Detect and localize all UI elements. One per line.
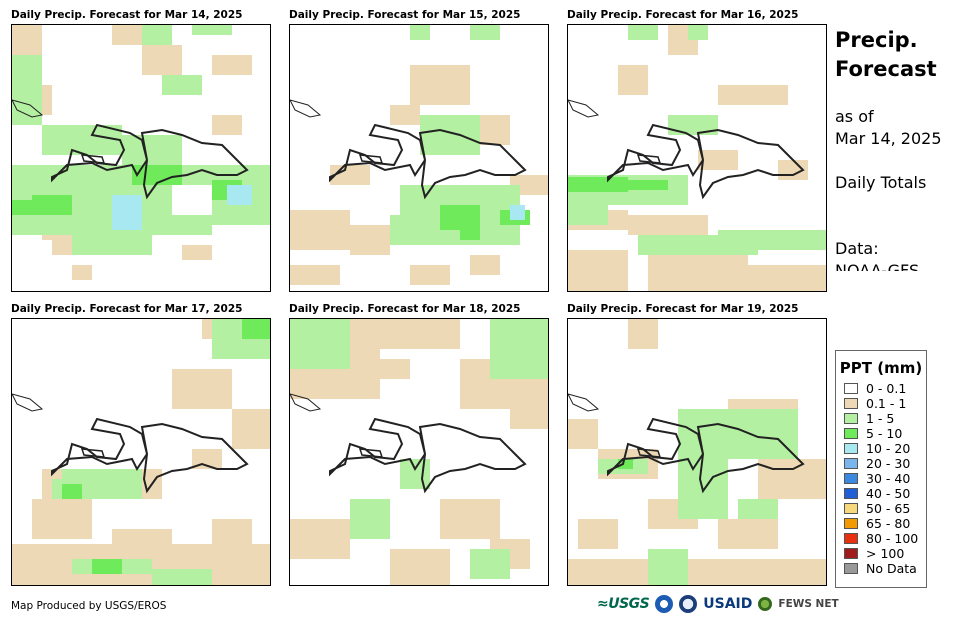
noaa-seal-icon <box>655 595 674 613</box>
legend-swatch <box>844 428 858 439</box>
side-title-line1: Precip. <box>835 28 918 52</box>
totals-label: Daily Totals <box>835 173 927 192</box>
side-title-line2: Forecast <box>835 57 937 81</box>
fews-net-logo: FEWS NET <box>778 598 839 610</box>
panel-title-5: Daily Precip. Forecast for Mar 18, 2025 <box>289 303 521 315</box>
legend-label: > 100 <box>866 546 905 561</box>
legend-label: 65 - 80 <box>866 516 911 531</box>
legend-item: 5 - 10 <box>836 426 926 441</box>
partner-logos: ≈USGS USAID FEWS NET <box>597 595 839 613</box>
legend-label: 0.1 - 1 <box>866 396 907 411</box>
legend-item: > 100 <box>836 546 926 561</box>
legend-swatch <box>844 533 858 544</box>
legend-label: 10 - 20 <box>866 441 911 456</box>
panel-title-1: Daily Precip. Forecast for Mar 14, 2025 <box>11 9 243 21</box>
legend-swatch <box>844 458 858 469</box>
map-credit: Map Produced by USGS/EROS <box>11 600 167 612</box>
legend-label: 0 - 0.1 <box>866 381 907 396</box>
legend-item: 10 - 20 <box>836 441 926 456</box>
map-graphic <box>290 319 548 585</box>
legend-item: 40 - 50 <box>836 486 926 501</box>
legend-swatch <box>844 488 858 499</box>
side-info: Precip. Forecast as of Mar 14, 2025 Dail… <box>835 26 965 271</box>
legend-swatch <box>844 503 858 514</box>
legend-item: 20 - 30 <box>836 456 926 471</box>
panel-title-4: Daily Precip. Forecast for Mar 17, 2025 <box>11 303 243 315</box>
as-of-date: Mar 14, 2025 <box>835 129 942 148</box>
legend-swatch <box>844 473 858 484</box>
map-graphic <box>12 25 270 291</box>
legend-item: 80 - 100 <box>836 531 926 546</box>
legend-title: PPT (mm) <box>839 359 923 377</box>
forecast-map-mar14 <box>11 24 271 292</box>
legend-label: 50 - 65 <box>866 501 911 516</box>
forecast-map-mar16 <box>567 24 827 292</box>
legend-item: 0 - 0.1 <box>836 381 926 396</box>
legend-item: No Data <box>836 561 926 576</box>
map-graphic <box>568 25 826 291</box>
legend-swatch <box>844 548 858 559</box>
legend-label: 40 - 50 <box>866 486 911 501</box>
legend-swatch <box>844 443 858 454</box>
legend-item: 30 - 40 <box>836 471 926 486</box>
forecast-map-mar18 <box>289 318 549 586</box>
data-source: NOAA-GFS <box>835 261 920 271</box>
legend-label: No Data <box>866 561 917 576</box>
legend-label: 20 - 30 <box>866 456 911 471</box>
legend-item: 1 - 5 <box>836 411 926 426</box>
map-graphic <box>568 319 826 585</box>
legend-label: 80 - 100 <box>866 531 919 546</box>
panel-title-2: Daily Precip. Forecast for Mar 15, 2025 <box>289 9 521 21</box>
legend-item: 0.1 - 1 <box>836 396 926 411</box>
map-graphic <box>290 25 548 285</box>
forecast-map-mar17 <box>11 318 271 586</box>
legend-swatch <box>844 563 858 574</box>
as-of-label: as of <box>835 107 874 126</box>
legend-label: 1 - 5 <box>866 411 895 426</box>
usaid-seal-icon <box>679 595 698 613</box>
legend-item: 50 - 65 <box>836 501 926 516</box>
legend-label: 5 - 10 <box>866 426 903 441</box>
panel-title-6: Daily Precip. Forecast for Mar 19, 2025 <box>567 303 799 315</box>
legend-label: 30 - 40 <box>866 471 911 486</box>
usaid-logo: USAID <box>703 596 753 612</box>
legend-swatch <box>844 413 858 424</box>
map-graphic <box>12 319 270 585</box>
forecast-map-mar19 <box>567 318 827 586</box>
data-label: Data: <box>835 239 879 258</box>
globe-icon <box>758 597 773 611</box>
legend-swatch <box>844 398 858 409</box>
forecast-map-mar15 <box>289 24 549 292</box>
legend-item: 65 - 80 <box>836 516 926 531</box>
usgs-logo: ≈USGS <box>597 596 650 612</box>
panel-title-3: Daily Precip. Forecast for Mar 16, 2025 <box>567 9 799 21</box>
legend-swatch <box>844 518 858 529</box>
legend-swatch <box>844 383 858 394</box>
